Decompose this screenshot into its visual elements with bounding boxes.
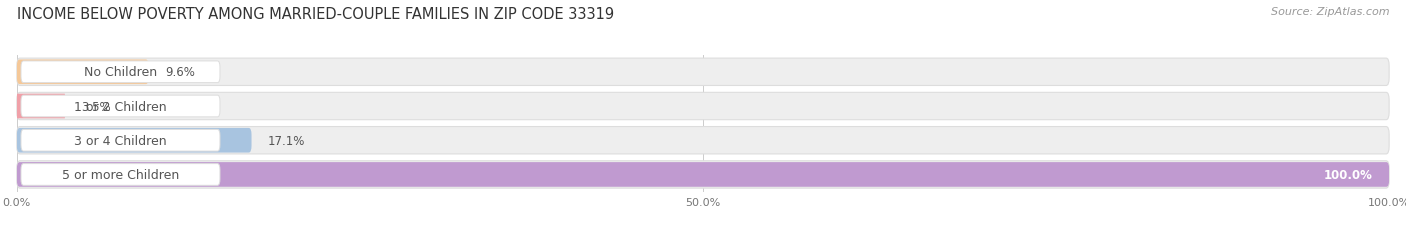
FancyBboxPatch shape — [17, 60, 149, 85]
Text: 3.5%: 3.5% — [82, 100, 111, 113]
Text: 17.1%: 17.1% — [269, 134, 305, 147]
Text: 9.6%: 9.6% — [165, 66, 195, 79]
FancyBboxPatch shape — [17, 127, 1389, 154]
FancyBboxPatch shape — [17, 93, 1389, 120]
FancyBboxPatch shape — [17, 59, 1389, 86]
FancyBboxPatch shape — [21, 130, 219, 151]
FancyBboxPatch shape — [21, 164, 219, 185]
FancyBboxPatch shape — [17, 94, 65, 119]
Text: 5 or more Children: 5 or more Children — [62, 168, 179, 181]
FancyBboxPatch shape — [17, 161, 1389, 188]
Text: 100.0%: 100.0% — [1324, 168, 1372, 181]
Text: 3 or 4 Children: 3 or 4 Children — [75, 134, 167, 147]
Text: No Children: No Children — [84, 66, 157, 79]
FancyBboxPatch shape — [17, 162, 1389, 187]
FancyBboxPatch shape — [21, 96, 219, 117]
Text: INCOME BELOW POVERTY AMONG MARRIED-COUPLE FAMILIES IN ZIP CODE 33319: INCOME BELOW POVERTY AMONG MARRIED-COUPL… — [17, 7, 614, 22]
Text: Source: ZipAtlas.com: Source: ZipAtlas.com — [1271, 7, 1389, 17]
FancyBboxPatch shape — [17, 128, 252, 153]
FancyBboxPatch shape — [21, 62, 219, 83]
Text: 1 or 2 Children: 1 or 2 Children — [75, 100, 167, 113]
